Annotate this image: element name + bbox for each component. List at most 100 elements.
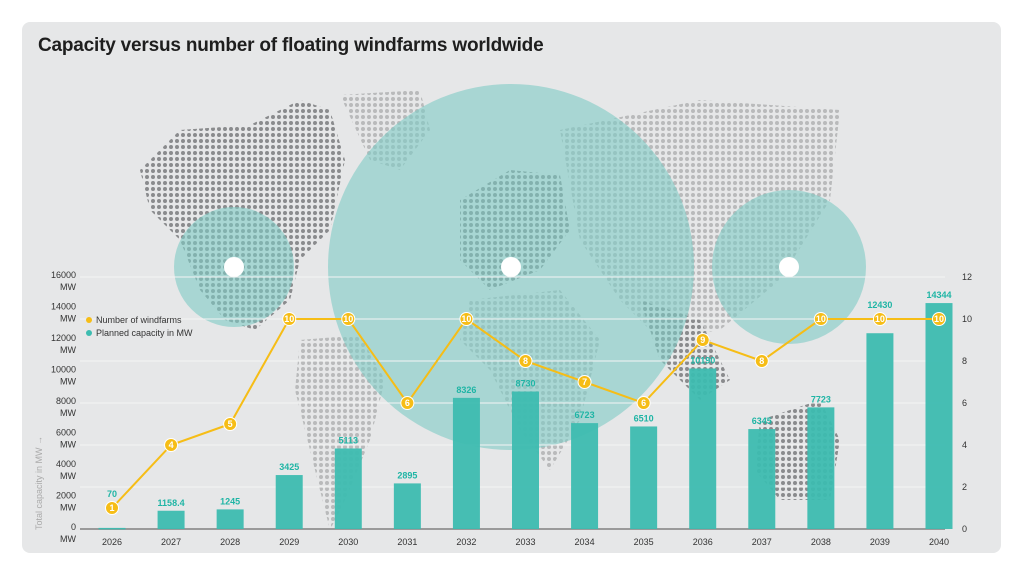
bar-2039: [866, 333, 894, 529]
left-tick-unit: MW: [60, 534, 76, 544]
y-axis-title: Total capacity in MW →: [34, 436, 44, 530]
right-tick-label: 6: [962, 398, 967, 408]
windfarms-point-label: 9: [700, 335, 705, 345]
x-tick-label: 2034: [575, 537, 595, 547]
bar-2038: [807, 407, 835, 529]
windfarms-point-label: 10: [284, 314, 294, 324]
x-tick-label: 2030: [338, 537, 358, 547]
bar-value-label: 8730: [515, 379, 535, 389]
left-tick-label: 12000: [51, 333, 76, 343]
windfarms-point-label: 5: [228, 419, 233, 429]
chart-title: Capacity versus number of floating windf…: [38, 35, 544, 56]
windfarms-point-2027: [164, 438, 179, 452]
bar-2037: [748, 429, 776, 529]
windfarms-point-2039: [872, 312, 887, 326]
windfarms-point-label: 10: [461, 314, 471, 324]
bar-2034: [571, 423, 599, 529]
bar-2031: [393, 483, 421, 529]
windfarms-point-2040: [932, 312, 946, 326]
bar-2040: [925, 303, 953, 529]
left-tick-label: 10000: [51, 365, 76, 375]
bar-2035: [630, 426, 658, 529]
left-tick-label: 16000: [51, 270, 76, 280]
left-tick-unit: MW: [60, 314, 76, 324]
windfarms-point-2028: [223, 417, 238, 431]
windfarms-point-label: 6: [641, 398, 646, 408]
legend: Number of windfarms Planned capacity in …: [86, 315, 193, 338]
windfarms-point-2037: [754, 354, 769, 368]
windfarms-point-2036: [695, 333, 710, 347]
windfarms-point-2033: [518, 354, 533, 368]
right-tick-label: 12: [962, 272, 972, 282]
left-tick-label: 4000: [56, 459, 76, 469]
bar-value-label: 7723: [811, 394, 831, 404]
x-tick-label: 2026: [102, 537, 122, 547]
left-tick-unit: MW: [60, 408, 76, 418]
windfarms-point-2038: [813, 312, 828, 326]
windfarms-point-label: 10: [934, 314, 944, 324]
bar-2026: [98, 527, 126, 530]
legend-label-windfarms: Number of windfarms: [96, 315, 182, 325]
legend-swatch-windfarms: [86, 317, 92, 323]
region-marker: [779, 257, 799, 277]
bar-2033: [512, 391, 539, 529]
bar-value-label: 6723: [575, 410, 595, 420]
x-tick-label: 2029: [279, 537, 299, 547]
bar-value-label: 2895: [397, 470, 417, 480]
bar-2028: [216, 509, 244, 529]
left-tick-unit: MW: [60, 345, 76, 355]
windfarms-point-label: 10: [816, 314, 826, 324]
windfarms-point-label: 7: [582, 377, 587, 387]
x-tick-label: 2036: [693, 537, 713, 547]
region-marker: [501, 257, 521, 277]
windfarms-point-2030: [341, 312, 356, 326]
region-marker: [224, 257, 244, 277]
windfarms-point-label: 1: [109, 503, 114, 513]
windfarms-point-label: 8: [759, 356, 764, 366]
bar-2036: [689, 368, 717, 529]
windfarms-point-2032: [459, 312, 474, 326]
legend-label-capacity: Planned capacity in MW: [96, 328, 193, 338]
bar-value-label: 1245: [220, 496, 240, 506]
bar-value-label: 6345: [752, 416, 772, 426]
right-tick-label: 8: [962, 356, 967, 366]
windfarms-point-label: 4: [169, 440, 174, 450]
x-tick-label: 2035: [634, 537, 654, 547]
right-tick-label: 0: [962, 524, 967, 534]
windfarms-point-2034: [577, 375, 592, 389]
bar-value-label: 8326: [456, 385, 476, 395]
left-tick-unit: MW: [60, 282, 76, 292]
right-tick-label: 2: [962, 482, 967, 492]
left-tick-label: 14000: [51, 302, 76, 312]
windfarms-point-label: 8: [523, 356, 528, 366]
windfarms-point-label: 10: [343, 314, 353, 324]
x-tick-label: 2040: [929, 537, 949, 547]
bar-value-label: 3425: [279, 462, 299, 472]
windfarms-point-2026: [105, 501, 119, 515]
windfarms-point-2029: [282, 312, 297, 326]
bar-2027: [157, 510, 185, 529]
legend-swatch-capacity: [86, 330, 92, 336]
bar-value-label: 1158.4: [158, 498, 185, 508]
windfarms-point-label: 6: [405, 398, 410, 408]
map-south-america: [295, 335, 385, 530]
x-tick-label: 2032: [456, 537, 476, 547]
bar-value-label: 5113: [339, 435, 359, 445]
x-tick-label: 2031: [397, 537, 417, 547]
bar-value-label: 14344: [926, 290, 951, 300]
bar-value-label: 12430: [867, 300, 892, 310]
x-tick-label: 2039: [870, 537, 890, 547]
left-tick-label: 8000: [56, 396, 76, 406]
left-tick-label: 6000: [56, 428, 76, 438]
bar-2030: [334, 448, 362, 529]
windfarms-point-2035: [636, 396, 651, 410]
x-tick-label: 2033: [515, 537, 535, 547]
bar-value-label: 70: [107, 489, 117, 499]
left-tick-unit: MW: [60, 503, 76, 513]
left-tick-unit: MW: [60, 471, 76, 481]
left-tick-unit: MW: [60, 440, 76, 450]
right-tick-label: 4: [962, 440, 967, 450]
x-tick-label: 2037: [752, 537, 772, 547]
bar-value-label: 6510: [634, 413, 654, 423]
